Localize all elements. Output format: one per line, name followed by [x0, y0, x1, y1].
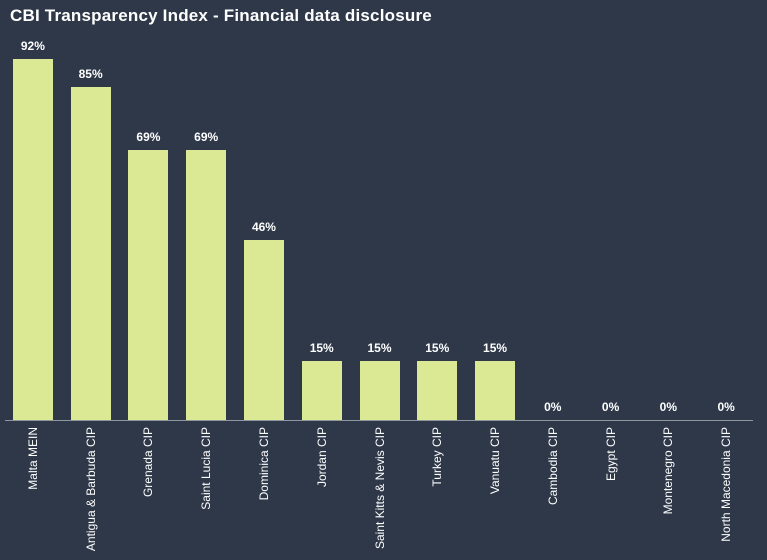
bar-value-label: 85% [78, 67, 103, 81]
x-axis-line [5, 420, 753, 421]
x-axis-label: Malta MEIN [25, 427, 40, 490]
x-axis-label: North Macedonia CIP [719, 427, 734, 542]
bar-value-label: 0% [601, 400, 620, 414]
x-axis-label: Saint Lucia CIP [199, 427, 214, 510]
chart-title: CBI Transparency Index - Financial data … [10, 6, 432, 25]
bar[interactable] [417, 361, 458, 420]
x-axis-label: Antigua & Barbuda CIP [83, 427, 98, 552]
bar-value-label: 69% [136, 130, 161, 144]
x-axis-label: Turkey CIP [430, 427, 445, 487]
bar-value-label: 46% [251, 220, 276, 234]
bar-value-label: 15% [367, 341, 392, 355]
bar-value-label: 15% [309, 341, 334, 355]
x-axis-label: Jordan CIP [314, 427, 329, 488]
bar-value-label: 15% [483, 341, 508, 355]
bar[interactable] [70, 87, 111, 420]
bar-value-label: 69% [194, 130, 219, 144]
bar-value-label: 0% [544, 400, 562, 414]
bar[interactable] [475, 361, 516, 420]
bar-value-label: 15% [425, 341, 450, 355]
x-axis-label: Montenegro CIP [661, 427, 676, 515]
bar[interactable] [12, 59, 53, 420]
bar[interactable] [243, 240, 284, 420]
x-axis-label: Saint Kitts & Nevis CIP [372, 427, 387, 550]
x-axis-label: Grenada CIP [141, 427, 156, 498]
x-axis-label: Vanuatu CIP [488, 427, 503, 495]
bar-value-label: 0% [717, 400, 735, 414]
bar[interactable] [128, 150, 169, 420]
x-axis-label: Egypt CIP [603, 427, 618, 482]
bar-value-label: 0% [659, 400, 678, 414]
bar[interactable] [186, 150, 227, 420]
bar[interactable] [359, 361, 400, 420]
x-axis-label: Cambodia CIP [545, 427, 560, 506]
bar-value-label: 92% [20, 39, 45, 53]
x-axis-label: Dominica CIP [256, 427, 271, 501]
bar[interactable] [301, 361, 342, 420]
